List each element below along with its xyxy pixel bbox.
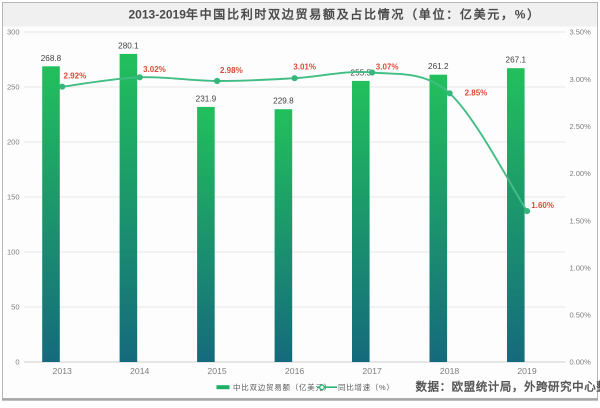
svg-text:300: 300 [7,28,20,37]
svg-text:2.92%: 2.92% [64,71,87,80]
svg-text:数据：欧盟统计局，外跨研究中心整理: 数据：欧盟统计局，外跨研究中心整理 [416,380,600,394]
svg-text:1.50%: 1.50% [570,216,592,225]
svg-text:2.85%: 2.85% [465,89,488,98]
svg-text:100: 100 [7,248,20,257]
svg-text:229.8: 229.8 [273,97,294,106]
svg-text:1.60%: 1.60% [531,201,554,210]
svg-text:267.1: 267.1 [506,56,527,65]
svg-text:2019: 2019 [517,366,536,376]
svg-text:0.00%: 0.00% [570,358,592,367]
svg-text:3.00%: 3.00% [570,75,592,84]
svg-text:50: 50 [11,303,19,312]
svg-text:3.02%: 3.02% [143,65,166,74]
svg-text:2.50%: 2.50% [570,122,592,131]
svg-text:2018: 2018 [440,366,459,376]
svg-text:231.9: 231.9 [196,94,217,103]
svg-text:同比增速（%）: 同比增速（%） [338,382,395,392]
svg-text:2017: 2017 [362,366,381,376]
svg-text:2016: 2016 [285,366,304,376]
svg-text:2013: 2013 [53,366,72,376]
svg-text:3.01%: 3.01% [293,62,316,71]
svg-text:1.00%: 1.00% [570,263,592,272]
svg-text:3.50%: 3.50% [570,28,592,37]
svg-text:2.98%: 2.98% [220,66,243,75]
svg-text:0.50%: 0.50% [570,311,592,320]
svg-text:200: 200 [7,138,20,147]
svg-text:3.07%: 3.07% [376,63,399,72]
svg-text:261.2: 261.2 [428,62,449,71]
svg-text:2.00%: 2.00% [570,169,592,178]
svg-text:0: 0 [15,358,19,367]
svg-text:2015: 2015 [207,366,226,376]
svg-text:2014: 2014 [130,366,149,376]
svg-text:150: 150 [7,193,20,202]
svg-text:268.8: 268.8 [41,54,62,63]
svg-text:250: 250 [7,83,20,92]
svg-text:280.1: 280.1 [118,41,139,50]
svg-text:2013-2019年中国比利时双边贸易额及占比情况（单位：亿: 2013-2019年中国比利时双边贸易额及占比情况（单位：亿美元，%） [129,7,541,22]
